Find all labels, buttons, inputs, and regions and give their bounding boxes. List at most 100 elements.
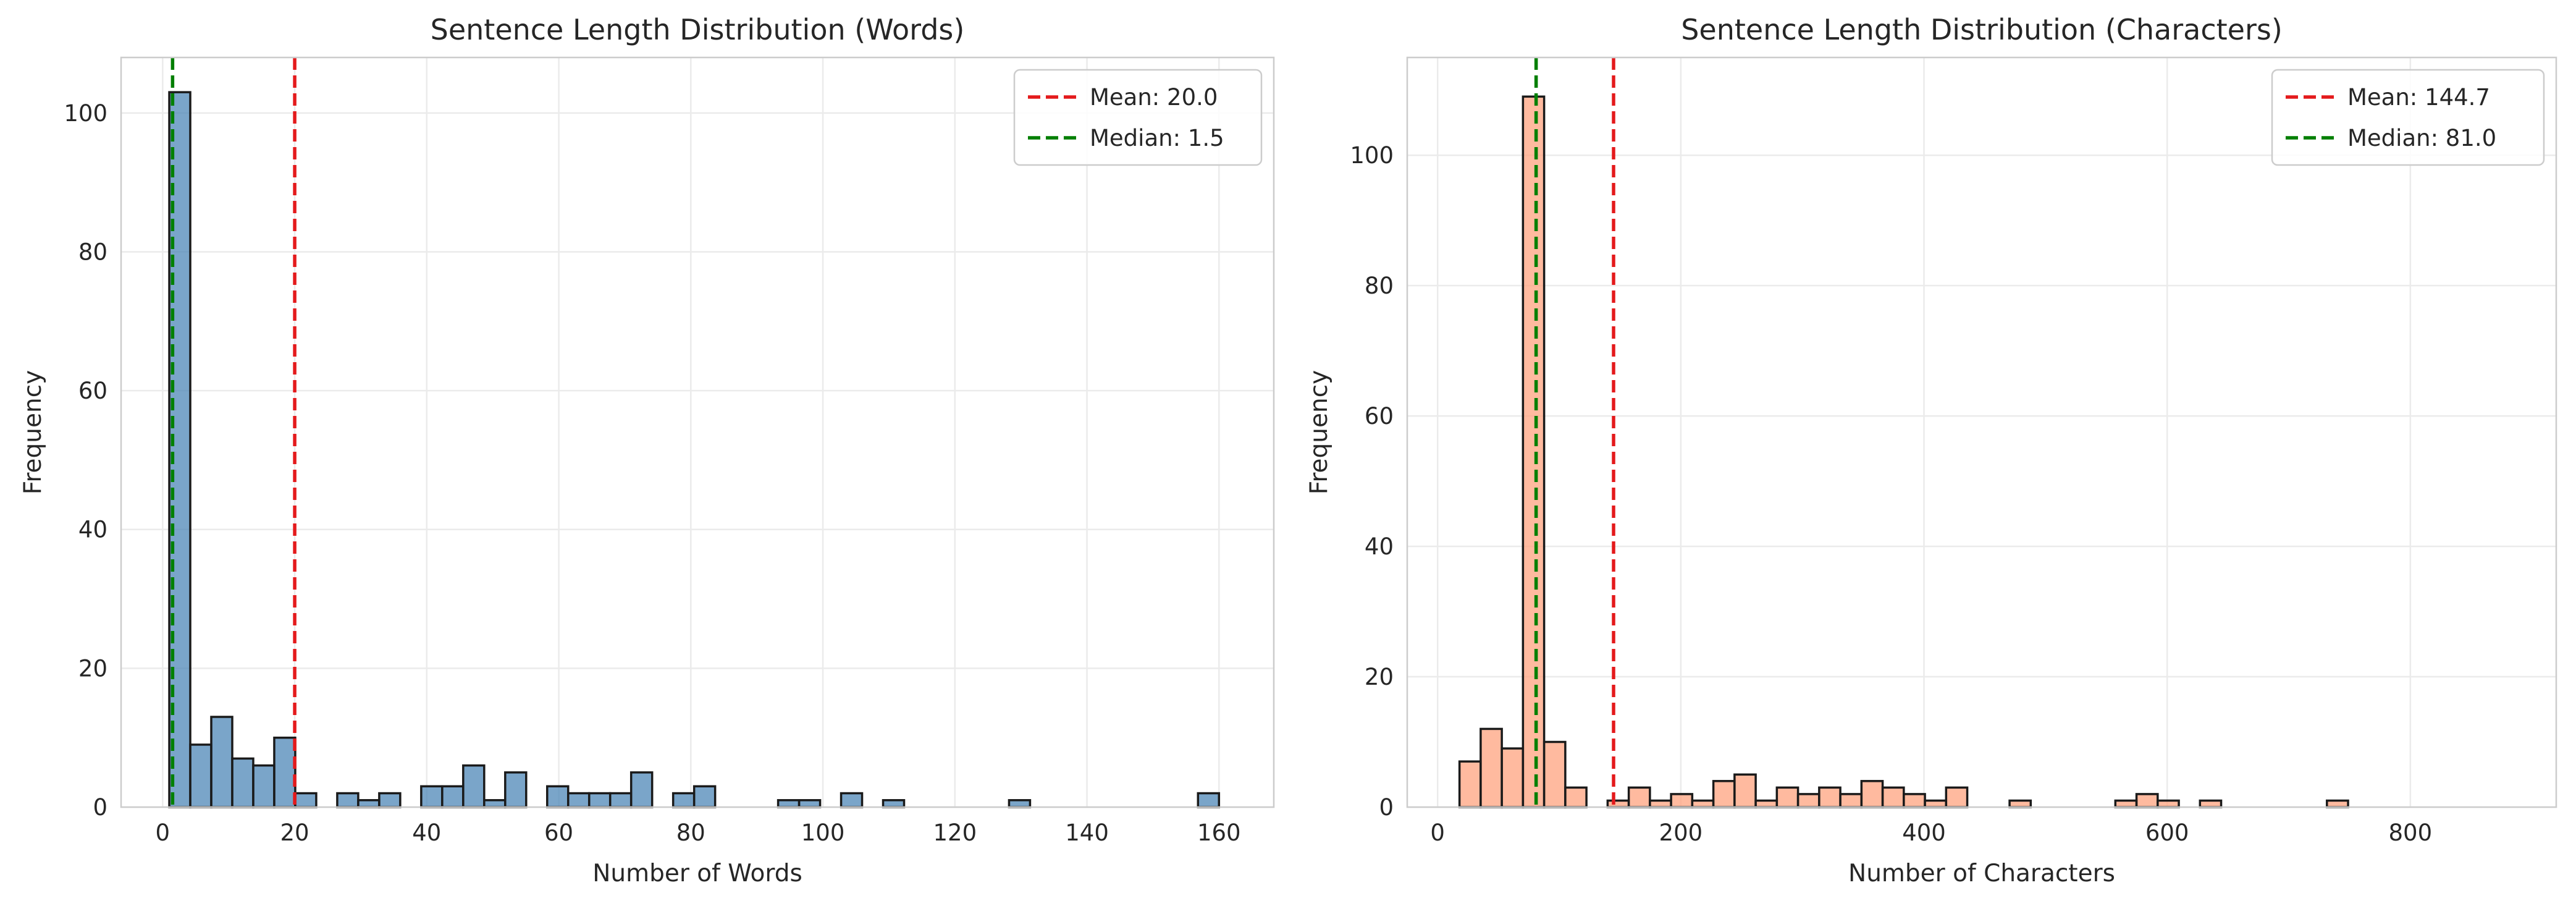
y-tick-label: 20	[1365, 664, 1394, 690]
y-tick-label: 60	[1365, 403, 1394, 430]
histogram-bar	[692, 785, 717, 808]
histogram-bar	[1712, 780, 1736, 808]
chart-panel-2: 0 200 400 600 800 0 20 40 60 80 100 Sentence Length…	[1305, 13, 2557, 887]
y-axis-label: Frequency	[1305, 370, 1333, 494]
histogram-bar	[1627, 786, 1651, 808]
y-tick-label: 0	[1379, 794, 1394, 821]
y-axis-label: Frequency	[19, 370, 47, 494]
histogram-bar	[441, 785, 465, 808]
x-tick-label: 100	[801, 819, 845, 846]
legend-label: Mean: 144.7	[2347, 84, 2490, 111]
histogram-bar	[1903, 793, 1926, 808]
histogram-bar	[189, 743, 213, 808]
histogram-bar	[2199, 799, 2223, 808]
histogram-bar	[1924, 799, 1948, 808]
histogram-bar	[2157, 799, 2180, 808]
legend-box	[1013, 69, 1263, 166]
chart-panel-1: 0 20 40 60 80 100 120 140 160 0 20 40 60 80 100 Sentenc…	[19, 13, 1275, 887]
x-tick-label: 200	[1659, 819, 1703, 846]
x-tick-label: 0	[156, 819, 170, 846]
histogram-bar	[777, 799, 801, 808]
x-tick-label: 40	[412, 819, 441, 846]
histogram-bar	[1480, 727, 1503, 808]
x-tick-label: 20	[280, 819, 309, 846]
histogram-bar	[1796, 793, 1820, 808]
x-tick-label: 400	[1902, 819, 1946, 846]
histogram-bar	[2114, 799, 2138, 808]
y-tick-label: 80	[78, 239, 107, 265]
histogram-bar	[357, 799, 381, 808]
legend: Mean: 20.0 Median: 1.5	[1013, 69, 1263, 166]
histogram-bar	[840, 792, 864, 808]
histogram-bar	[1775, 786, 1799, 808]
histogram-bar	[504, 771, 528, 808]
histogram-bar	[273, 736, 297, 808]
histogram-bar	[1008, 799, 1032, 808]
x-axis-label: Number of Words	[592, 860, 802, 887]
x-tick-label: 140	[1065, 819, 1109, 846]
x-tick-label: 120	[933, 819, 977, 846]
legend-label: Mean: 20.0	[1090, 84, 1218, 111]
histogram-bar	[1606, 799, 1630, 808]
y-tick-label: 100	[1350, 142, 1394, 169]
y-tick-label: 40	[1365, 533, 1394, 560]
histogram-bar	[566, 792, 591, 808]
x-tick-label: 160	[1197, 819, 1241, 846]
histogram-bar	[1945, 786, 1969, 808]
histogram-bar	[483, 799, 507, 808]
histogram-bar	[2135, 793, 2159, 808]
x-tick-label: 80	[676, 819, 705, 846]
x-tick-label: 600	[2145, 819, 2189, 846]
legend: Mean: 144.7 Median: 81.0	[2271, 69, 2545, 166]
histogram-bar	[546, 785, 570, 808]
histogram-bar	[882, 799, 906, 808]
histogram-bar	[1881, 786, 1905, 808]
histogram-bar	[2326, 799, 2349, 808]
histogram-bar	[798, 799, 822, 808]
histogram-bar	[1522, 95, 1546, 808]
histogram-bar	[671, 792, 696, 808]
histogram-bar	[1691, 799, 1715, 808]
x-tick-label: 60	[544, 819, 573, 846]
plot-area	[121, 57, 1274, 807]
histogram-bar	[1458, 760, 1482, 808]
histogram-bar	[462, 764, 486, 808]
y-tick-label: 20	[78, 655, 107, 682]
y-tick-label: 40	[78, 517, 107, 543]
histogram-bar	[1543, 740, 1567, 808]
y-tick-label: 100	[64, 100, 107, 127]
plot-area	[1407, 57, 2556, 807]
histogram-bar	[587, 792, 612, 808]
histogram-bar	[168, 91, 192, 808]
x-tick-label: 800	[2388, 819, 2432, 846]
x-axis-label: Number of Characters	[1848, 860, 2115, 887]
histogram-bar	[1860, 780, 1884, 808]
histogram-bar	[1501, 747, 1525, 808]
x-tick-label: 0	[1430, 819, 1445, 846]
histogram-bar	[252, 764, 276, 808]
axes-frame	[1406, 56, 2557, 808]
histogram-bar	[1670, 793, 1694, 808]
chart-title: Sentence Length Distribution (Words)	[431, 13, 965, 46]
legend-label: Median: 81.0	[2347, 125, 2496, 151]
histogram-bar	[608, 792, 633, 808]
histogram-bar	[1564, 786, 1588, 808]
legend-label: Median: 1.5	[1090, 125, 1224, 151]
histogram-bar	[1733, 773, 1757, 808]
histogram-bar	[378, 792, 402, 808]
chart-title: Sentence Length Distribution (Characters…	[1681, 13, 2283, 46]
histogram-bar	[210, 716, 234, 808]
y-tick-label: 80	[1365, 273, 1394, 299]
histogram-bar	[629, 771, 654, 808]
legend-box	[2271, 69, 2545, 166]
histogram-bar	[1649, 799, 1672, 808]
histogram-bar	[2008, 799, 2032, 808]
histogram-bar	[231, 757, 255, 808]
histogram-bar	[294, 792, 318, 808]
histogram-bar	[1197, 792, 1221, 808]
histogram-bar	[1839, 793, 1863, 808]
histogram-bar	[336, 792, 360, 808]
histogram-bar	[1754, 799, 1778, 808]
histogram-bar	[420, 785, 444, 808]
